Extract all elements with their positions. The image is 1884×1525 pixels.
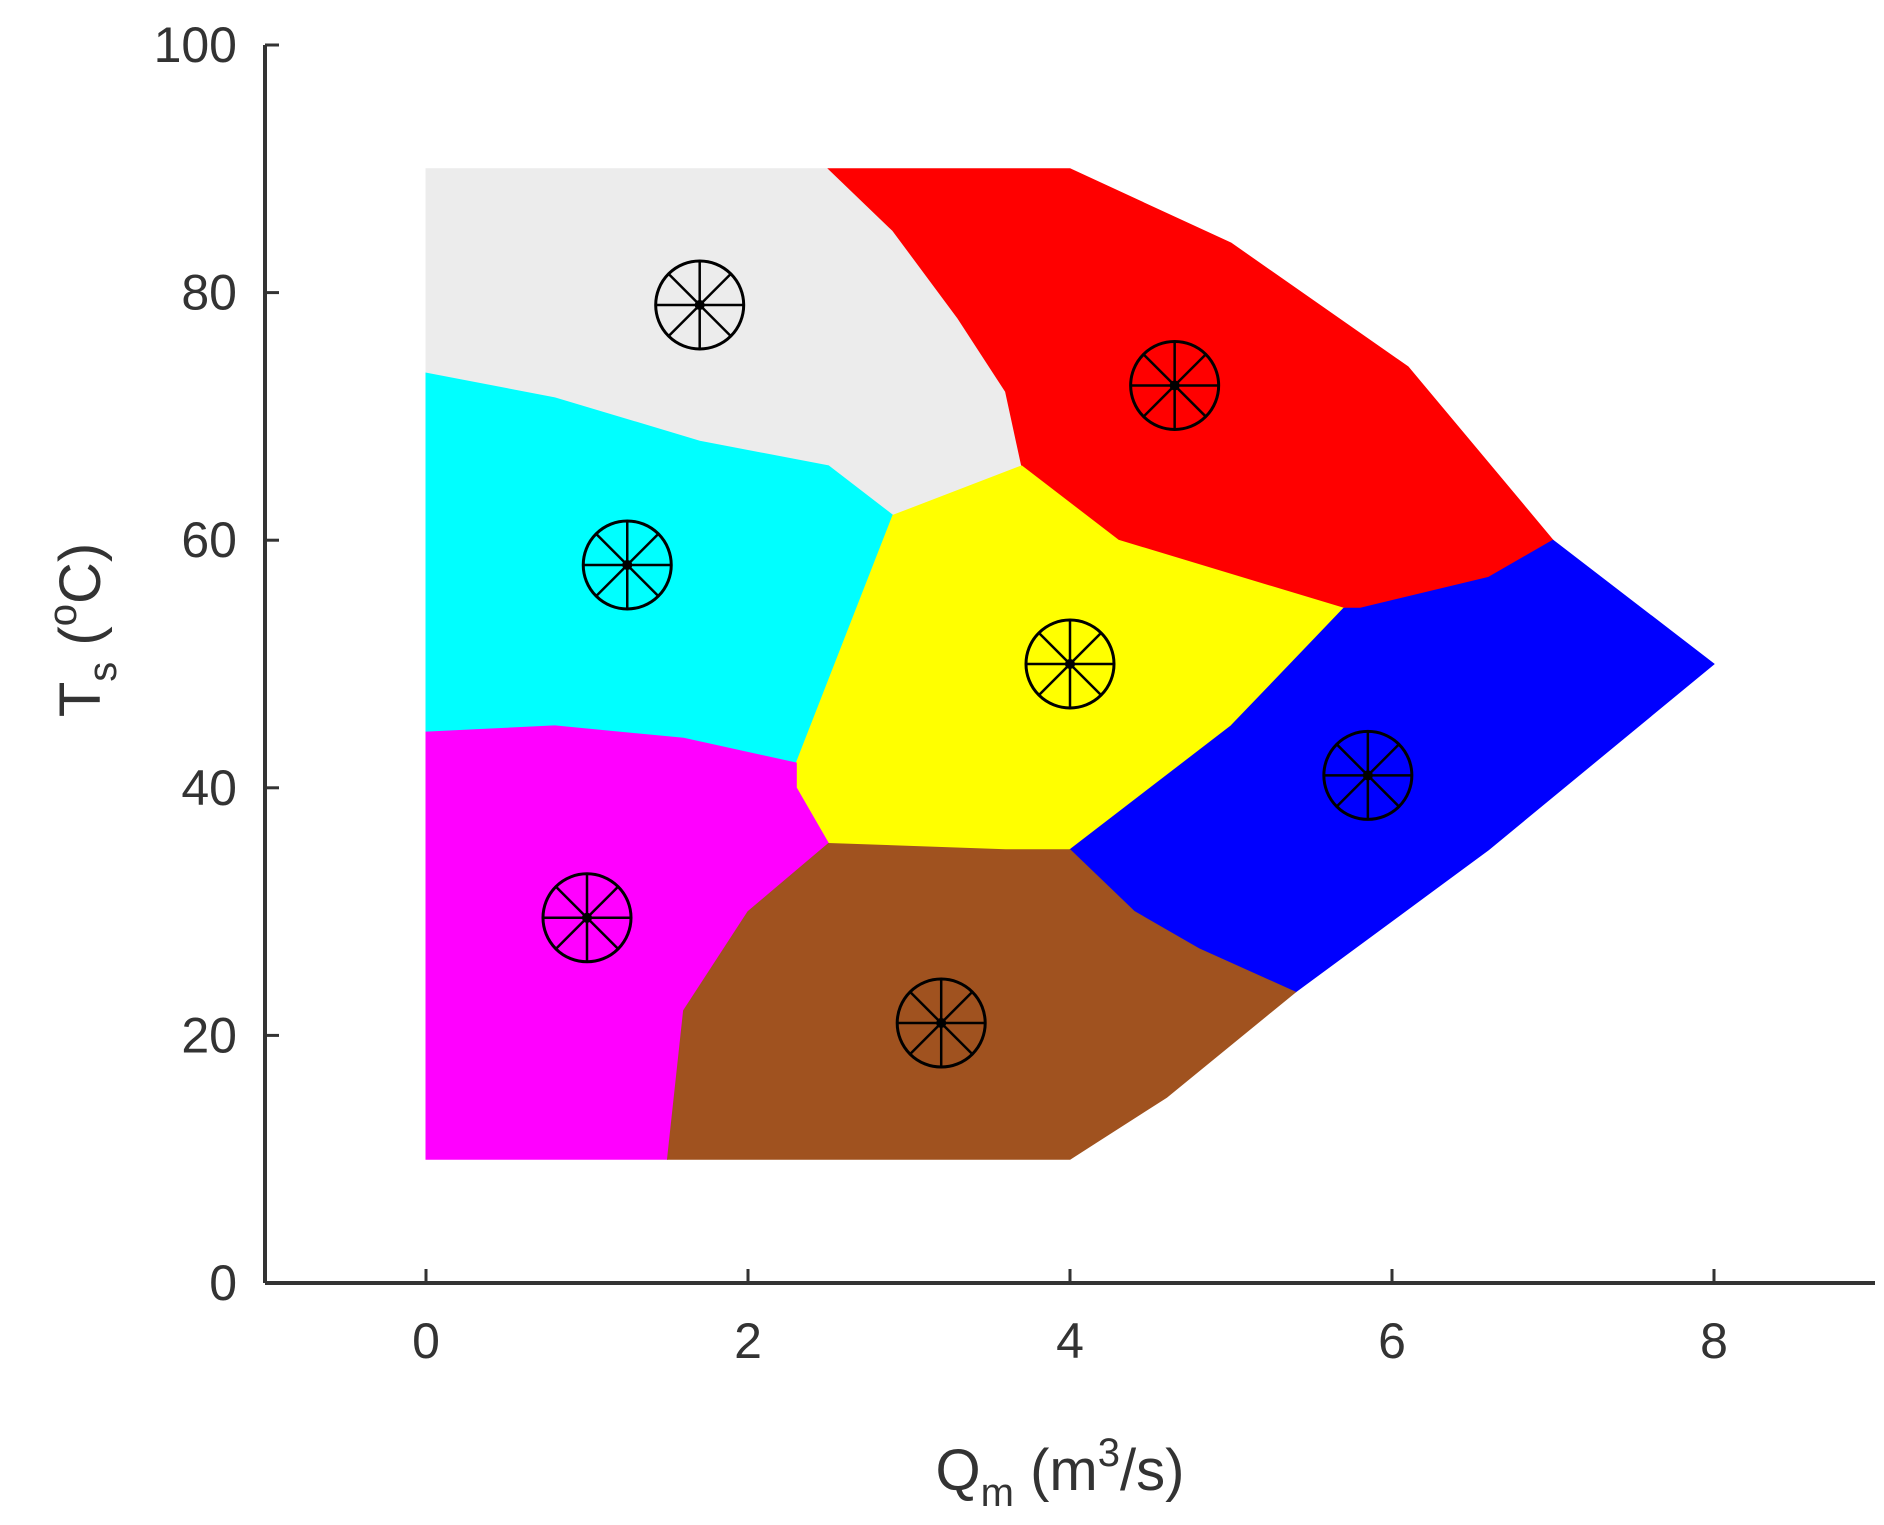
centroid-marker bbox=[1322, 729, 1414, 821]
x-axis-label: Qm (m3/s) bbox=[936, 1431, 1185, 1515]
x-tick-label: 2 bbox=[734, 1313, 762, 1369]
cluster-region bbox=[1069, 539, 1715, 993]
x-tick-label: 8 bbox=[1700, 1313, 1728, 1369]
centroid-marker bbox=[541, 872, 633, 964]
y-axis-label: Ts (oC) bbox=[41, 543, 125, 717]
y-tick-label: 80 bbox=[181, 265, 237, 321]
y-tick-label: 40 bbox=[181, 760, 237, 816]
centroid-marker bbox=[895, 977, 987, 1069]
centroid-marker bbox=[1129, 339, 1221, 431]
regions-layer bbox=[425, 168, 1715, 1160]
x-tick-label: 0 bbox=[412, 1313, 440, 1369]
centroid-marker bbox=[581, 519, 673, 611]
y-tick-label: 20 bbox=[181, 1007, 237, 1063]
x-tick-label: 4 bbox=[1056, 1313, 1084, 1369]
centroid-marker bbox=[1024, 618, 1116, 710]
centroid-markers-layer bbox=[541, 259, 1414, 1069]
centroid-marker bbox=[654, 259, 746, 351]
y-tick-label: 100 bbox=[154, 17, 237, 73]
y-tick-label: 60 bbox=[181, 512, 237, 568]
y-tick-label: 0 bbox=[209, 1255, 237, 1311]
x-tick-label: 6 bbox=[1378, 1313, 1406, 1369]
cluster-region bbox=[666, 842, 1297, 1160]
